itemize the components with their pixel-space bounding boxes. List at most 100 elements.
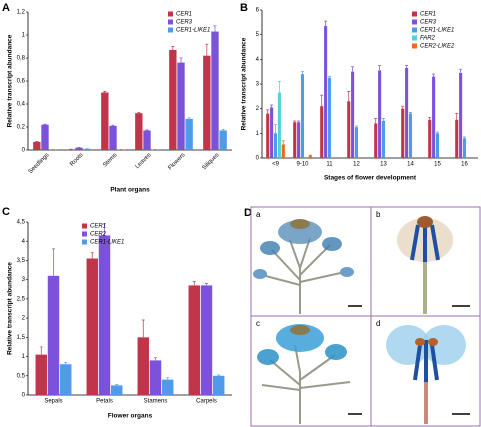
error-bar [347,91,351,102]
bar [109,125,117,150]
bar [351,71,355,158]
error-bar [115,384,119,386]
y-axis-title: Relative transcript abundance [7,34,14,127]
error-bar [217,374,221,376]
error-bar [270,104,274,108]
bar [83,148,91,150]
error-bar [213,25,217,32]
bar [270,107,274,158]
error-bar [111,124,115,126]
error-bar [301,71,304,75]
x-tick-label: 15 [434,162,441,168]
legend-label: CER1-LIKE1 [90,240,124,246]
y-tick-label: 0 [256,156,260,162]
y-tick-label: 0,5 [17,373,26,379]
error-bar [281,140,285,145]
legend-label: CER1 [90,224,106,230]
error-bar [141,319,145,338]
bar [374,123,378,158]
bar [300,74,305,158]
error-bar [52,248,55,276]
error-bar [320,94,324,107]
error-bar [328,76,331,78]
panel-label: A [2,2,10,14]
bar [101,92,109,150]
bar [41,124,49,150]
bar [98,235,111,395]
bar [203,55,211,151]
legend-swatch [412,19,417,25]
bar [378,70,382,158]
legend-swatch [412,11,417,17]
y-tick-label: 0 [22,148,26,154]
bar [35,354,47,395]
error-bar [205,283,208,286]
y-tick-label: 2,5 [17,296,26,302]
x-tick-label: Siliques [201,152,220,171]
bar [151,149,159,150]
panel-label: D [244,207,252,219]
y-tick-label: 0,6 [17,79,26,85]
photo-a [253,219,362,314]
legend-swatch [168,27,173,33]
y-tick-label: 1,5 [17,335,26,341]
bar [324,26,328,159]
bar [277,92,281,158]
y-tick-label: 1 [22,354,26,360]
y-axis-title: Relative transcript abundance [241,37,248,130]
error-bar [35,141,39,142]
bar [459,72,463,158]
legend-label: CER1-LIKE1 [420,28,454,34]
legend-swatch [412,35,417,41]
bar [177,62,185,150]
error-bar [179,57,183,63]
x-tick-label: <9 [272,162,280,168]
error-bar [378,65,382,71]
bar [219,130,227,150]
photo-panel: D [244,206,481,427]
bar [435,133,440,158]
y-tick-label: 2 [256,106,260,112]
y-tick-label: 3 [22,277,26,283]
error-bar [39,346,43,355]
legend-label: CER1 [176,12,192,18]
bar [75,147,83,150]
legend-label: CER2-LIKE2 [420,44,455,50]
x-tick-label: Flowers [167,152,186,171]
legend-swatch [82,223,87,229]
legend-swatch [168,11,173,17]
error-bar [103,91,107,93]
error-bar [324,20,328,27]
x-tick-label: Stems [102,152,118,168]
bar [327,77,332,158]
error-bar [192,281,196,286]
x-tick-label: 11 [326,162,333,168]
bar [320,106,324,158]
x-tick-label: Roots [69,152,84,167]
error-bar [455,113,459,120]
subpanel-label: b [376,210,381,219]
bar [33,141,41,150]
bar [86,258,98,395]
bar [137,337,149,395]
bar [297,122,301,158]
bar [211,31,219,150]
x-tick-label: Stamens [144,399,168,405]
bar [354,127,359,158]
y-tick-label: 1,2 [17,10,26,16]
bar [111,385,123,395]
y-tick-label: 5 [256,32,260,38]
bar [308,155,312,158]
error-bar [459,68,463,73]
bar [47,275,60,395]
subpanel-label: d [376,319,380,328]
y-tick-label: 0,8 [17,56,26,62]
y-tick-label: 3,5 [17,258,26,264]
error-bar [436,131,439,134]
error-bar [405,65,409,68]
y-tick-label: 6 [256,8,260,14]
error-bar [355,125,358,128]
y-tick-label: 1 [256,131,260,137]
x-tick-label: 9-10 [296,162,309,168]
y-tick-label: 2 [22,316,26,322]
